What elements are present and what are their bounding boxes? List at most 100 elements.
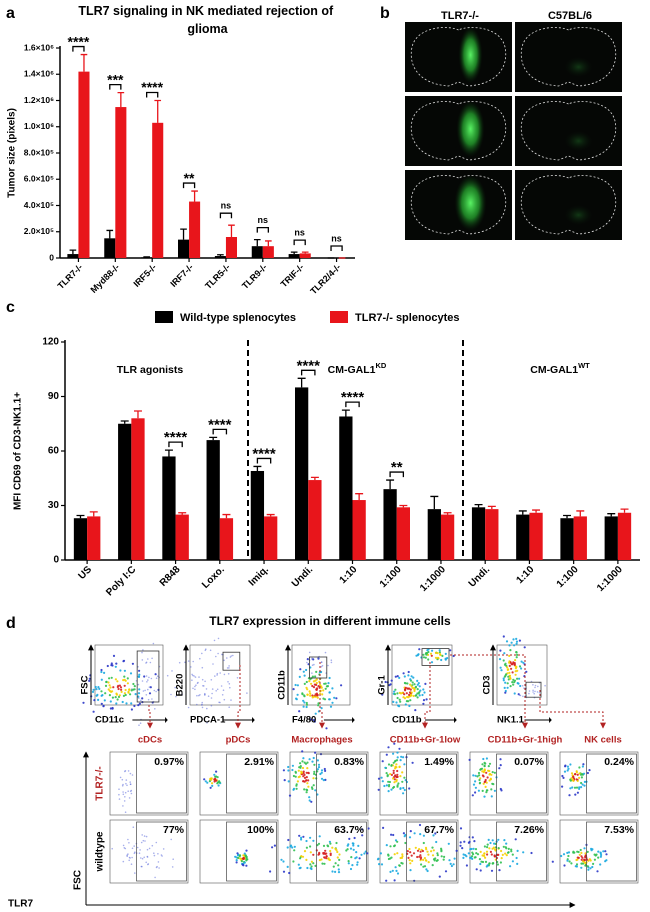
event-dot: [413, 832, 416, 835]
event-dot: [481, 789, 484, 793]
event-dot: [330, 659, 333, 661]
event-dot: [310, 865, 313, 868]
bar: [152, 122, 164, 258]
event-dot: [468, 840, 471, 844]
event-dot: [305, 771, 308, 774]
event-dot: [518, 639, 522, 642]
event-dot: [297, 769, 300, 772]
event-dot: [474, 780, 477, 783]
event-dot: [155, 677, 158, 679]
event-dot: [417, 682, 420, 685]
event-dot: [130, 689, 133, 692]
event-dot: [488, 762, 492, 765]
error-bar: [430, 495, 439, 510]
event-dot: [305, 703, 309, 706]
event-dot: [228, 683, 231, 685]
event-dot: [512, 678, 515, 682]
percentage-label: 2.91%: [244, 756, 274, 768]
event-dot: [215, 655, 217, 658]
error-bar: [253, 465, 262, 471]
event-dot: [576, 856, 579, 859]
event-dot: [310, 800, 313, 803]
event-dot: [216, 688, 219, 691]
event-dot: [490, 869, 494, 872]
event-dot: [129, 772, 132, 775]
event-dot: [315, 688, 318, 691]
event-dot: [322, 844, 326, 848]
event-dot: [399, 700, 402, 703]
event-dot: [215, 770, 218, 773]
event-dot: [500, 849, 503, 853]
event-dot: [393, 781, 396, 784]
event-dot: [360, 853, 363, 856]
event-dot: [293, 845, 296, 848]
event-dot: [393, 853, 396, 856]
significance-bracket: [212, 428, 228, 435]
event-dot: [392, 752, 395, 755]
event-dot: [296, 684, 299, 687]
event-dot: [327, 858, 330, 861]
event-dot: [329, 849, 332, 853]
event-dot: [487, 765, 490, 768]
event-dot: [328, 676, 331, 680]
event-dot: [328, 698, 331, 701]
event-dot: [122, 793, 125, 796]
event-dot: [530, 851, 533, 855]
event-dot: [485, 781, 488, 784]
event-dot: [580, 866, 583, 869]
event-dot: [352, 848, 355, 851]
event-dot: [512, 683, 515, 686]
event-dot: [562, 776, 565, 780]
event-dot: [137, 675, 140, 678]
event-dot: [213, 639, 216, 642]
event-dot: [305, 686, 308, 689]
event-dot: [508, 654, 511, 658]
event-dot: [472, 774, 475, 777]
event-dot: [127, 838, 129, 841]
error-bar: [117, 91, 125, 108]
event-dot: [122, 805, 124, 807]
plot-frame: [559, 751, 639, 816]
event-dot: [140, 699, 142, 702]
event-dot: [318, 852, 321, 856]
event-dot: [476, 853, 480, 856]
percentage-label: 0.83%: [334, 756, 364, 768]
error-bar: [355, 493, 364, 501]
event-dot: [153, 852, 155, 854]
event-dot: [407, 856, 410, 860]
event-dot: [322, 851, 325, 855]
event-dot: [304, 762, 308, 765]
event-dot: [516, 669, 519, 672]
histogram-plot: [199, 751, 279, 816]
event-dot: [403, 788, 406, 792]
event-dot: [422, 702, 425, 705]
bar: [131, 418, 145, 560]
event-dot: [418, 685, 421, 688]
event-dot: [315, 678, 318, 681]
event-dot: [472, 783, 476, 786]
event-dot: [201, 706, 204, 709]
event-dot: [134, 872, 136, 874]
event-dot: [311, 664, 314, 666]
event-dot: [100, 694, 103, 697]
event-dot: [197, 681, 199, 684]
event-dot: [506, 666, 509, 669]
event-dot: [331, 687, 334, 690]
event-dot: [399, 759, 402, 762]
event-dot: [602, 850, 605, 853]
event-dot: [92, 688, 95, 691]
event-dot: [442, 858, 445, 861]
gate: [586, 753, 637, 814]
event-dot: [314, 751, 317, 754]
population-label: NK cells: [584, 735, 622, 746]
event-dot: [323, 862, 326, 865]
histogram-plot: [455, 819, 549, 884]
event-dot: [568, 860, 571, 863]
row-label: TLR7-/-: [95, 766, 106, 800]
event-dot: [586, 850, 589, 854]
error-bar: [209, 436, 218, 441]
event-dot: [483, 795, 486, 798]
event-dot: [425, 652, 428, 655]
event-dot: [353, 836, 356, 840]
event-dot: [201, 703, 203, 706]
